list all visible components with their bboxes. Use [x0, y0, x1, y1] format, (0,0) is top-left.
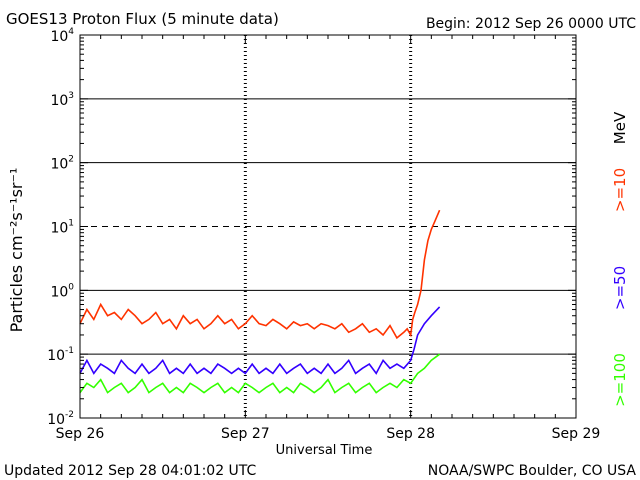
legend-entry-10: >=10 [611, 168, 629, 212]
y-tick-base-0: 10 [47, 412, 65, 428]
y-axis-label: Particles cm⁻²s⁻¹sr⁻¹ [7, 168, 26, 333]
y-tick-label-6: 104 [50, 27, 74, 45]
y-tick-exponent-4: 2 [68, 155, 74, 165]
updated-label: Updated 2012 Sep 28 04:01:02 UTC [4, 463, 257, 479]
legend-entry-50: >=50 [611, 266, 629, 310]
chart-title: GOES13 Proton Flux (5 minute data) [6, 10, 279, 28]
credit-label: NOAA/SWPC Boulder, CO USA [428, 463, 637, 479]
y-tick-exponent-3: 1 [68, 219, 74, 229]
grid-layer [80, 35, 576, 418]
y-tick-label-0: 10-2 [47, 410, 74, 428]
y-tick-label-5: 103 [50, 91, 74, 109]
y-tick-base-5: 10 [50, 93, 68, 109]
legend-entry-100: >=100 [611, 353, 629, 407]
y-tick-exponent-1: -1 [65, 346, 74, 356]
series-layer [79, 209, 441, 394]
y-tick-base-3: 10 [50, 221, 68, 237]
y-tick-label-2: 100 [50, 282, 74, 300]
y-tick-label-1: 10-1 [47, 346, 74, 364]
x-tick-label-2: Sep 28 [386, 426, 435, 442]
y-tick-base-4: 10 [50, 157, 68, 173]
y-tick-label-4: 102 [50, 155, 74, 173]
y-tick-exponent-2: 0 [68, 282, 74, 292]
begin-label: Begin: 2012 Sep 26 0000 UTC [426, 16, 636, 32]
x-tick-label-1: Sep 27 [221, 426, 270, 442]
series-line-1 [79, 306, 441, 375]
y-tick-exponent-5: 3 [68, 91, 74, 101]
y-tick-exponent-6: 4 [68, 27, 74, 37]
series-line-0 [79, 209, 441, 340]
y-tick-exponent-0: -2 [65, 410, 74, 420]
y-tick-label-3: 101 [50, 219, 74, 237]
y-tick-base-1: 10 [47, 348, 65, 364]
x-tick-label-3: Sep 29 [552, 426, 601, 442]
legend-unit: MeV [611, 111, 629, 144]
x-axis-label: Universal Time [276, 443, 373, 458]
x-tick-label-0: Sep 26 [56, 426, 105, 442]
series-line-2 [79, 353, 441, 394]
y-tick-base-6: 10 [50, 29, 68, 45]
y-tick-base-2: 10 [50, 284, 68, 300]
